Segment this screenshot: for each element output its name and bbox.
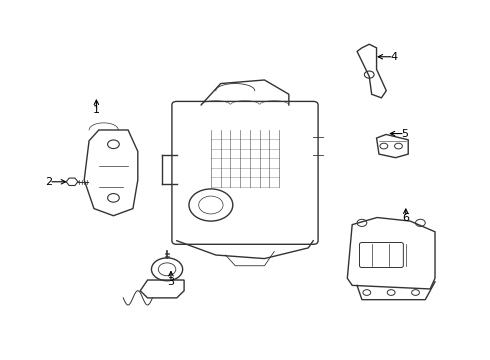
Text: 6: 6 xyxy=(402,212,409,222)
Text: 5: 5 xyxy=(401,129,408,139)
Text: 3: 3 xyxy=(168,277,174,287)
Text: 1: 1 xyxy=(93,105,100,115)
Text: 4: 4 xyxy=(390,52,397,62)
FancyBboxPatch shape xyxy=(172,102,318,244)
Text: 2: 2 xyxy=(46,177,53,187)
FancyBboxPatch shape xyxy=(360,243,403,267)
